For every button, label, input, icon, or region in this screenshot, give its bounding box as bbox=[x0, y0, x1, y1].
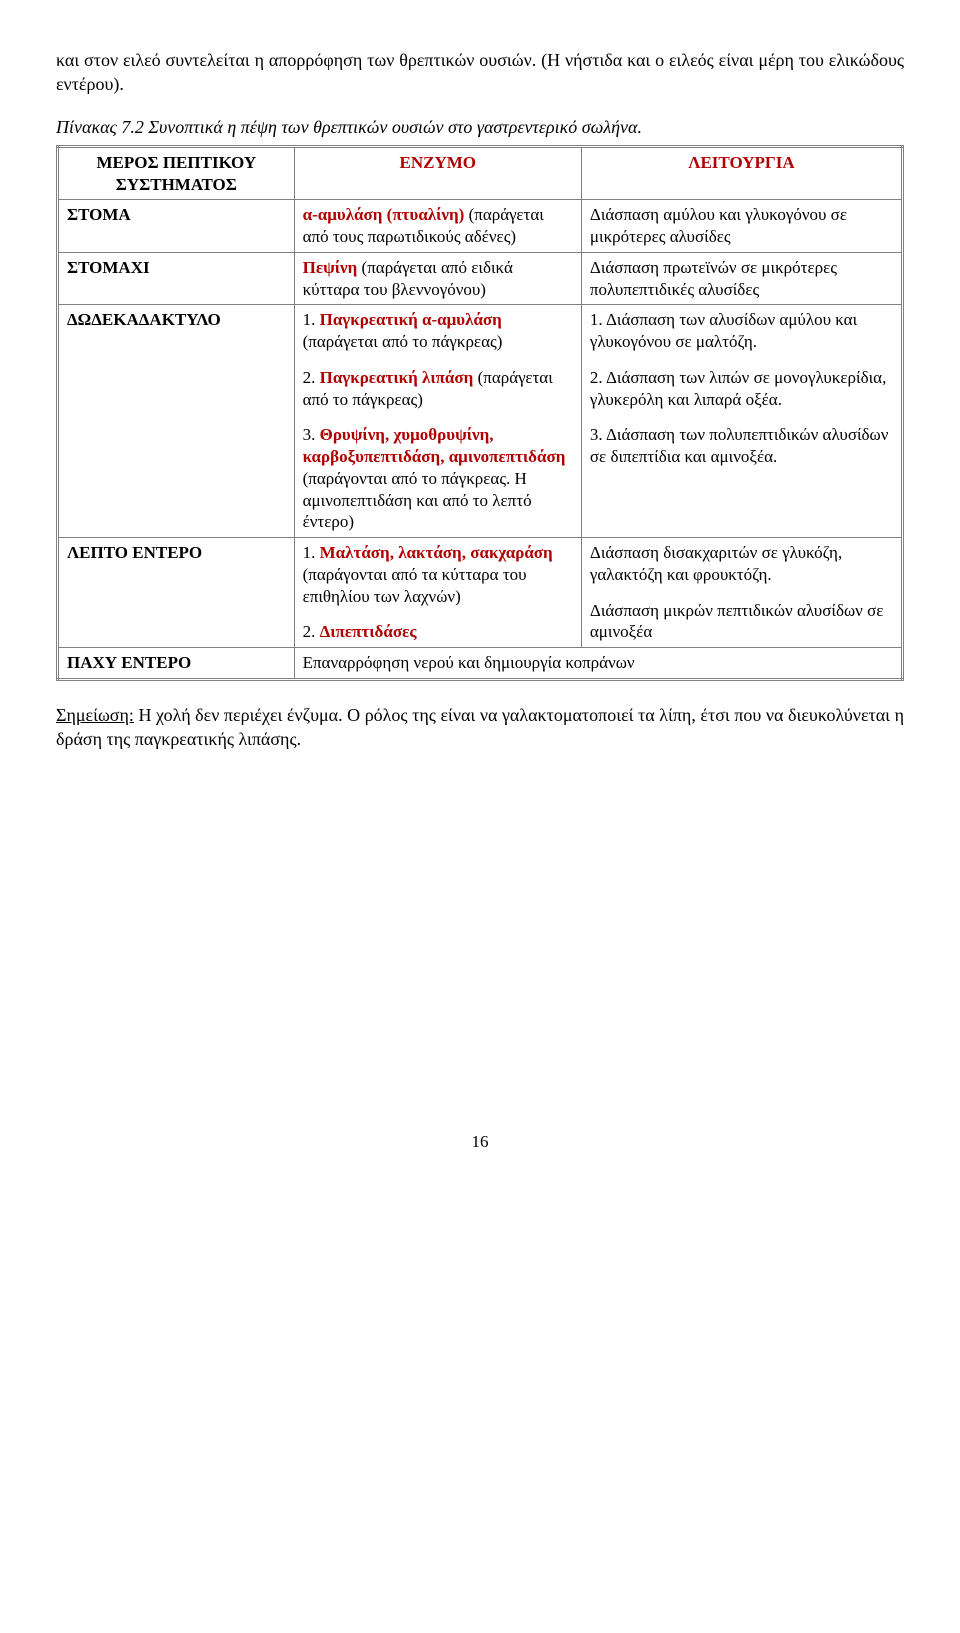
func-text: 2. Διάσπαση των λιπών σε μονογλυκερίδια,… bbox=[590, 367, 893, 411]
enzyme-name: Παγκρεατική λιπάση bbox=[320, 368, 474, 387]
part-dodeka: ΔΩΔΕΚΑΔΑΚΤΥΛΟ bbox=[58, 305, 295, 538]
func-text: Διάσπαση δισακχαριτών σε γλυκόζη, γαλακτ… bbox=[590, 542, 893, 586]
paxy-merged: Επαναρρόφηση νερού και δημιουργία κοπράν… bbox=[294, 648, 902, 680]
func-text: 1. Διάσπαση των αλυσίδων αμύλου και γλυκ… bbox=[590, 309, 893, 353]
enzyme-name: Παγκρεατική α-αμυλάση bbox=[320, 310, 502, 329]
part-paxy: ΠΑΧΥ ΕΝΤΕΡΟ bbox=[58, 648, 295, 680]
header-part-line2: ΣΥΣΤΗΜΑΤΟΣ bbox=[116, 175, 237, 194]
table-header-row: ΜΕΡΟΣ ΠΕΠΤΙΚΟΥ ΣΥΣΤΗΜΑΤΟΣ ΕΝΖΥΜΟ ΛΕΙΤΟΥΡ… bbox=[58, 146, 903, 200]
digestion-table: ΜΕΡΟΣ ΠΕΠΤΙΚΟΥ ΣΥΣΤΗΜΑΤΟΣ ΕΝΖΥΜΟ ΛΕΙΤΟΥΡ… bbox=[56, 145, 904, 681]
enzyme-num: 1. bbox=[303, 543, 320, 562]
enzyme-name: Μαλτάση, λακτάση, σακχαράση bbox=[320, 543, 553, 562]
func-lepto: Διάσπαση δισακχαριτών σε γλυκόζη, γαλακτ… bbox=[581, 538, 902, 648]
func-text: 3. Διάσπαση των πολυπεπτιδικών αλυσίδων … bbox=[590, 424, 893, 468]
page-number: 16 bbox=[56, 1131, 904, 1154]
part-stoma: ΣΤΟΜΑ bbox=[58, 200, 295, 253]
enzyme-num: 2. bbox=[303, 368, 320, 387]
enzyme-lepto: 1. Μαλτάση, λακτάση, σακχαράση (παράγοντ… bbox=[294, 538, 581, 648]
part-stomaxi: ΣΤΟΜΑΧΙ bbox=[58, 252, 295, 305]
table-row: ΣΤΟΜΑ α-αμυλάση (πτυαλίνη) (παράγεται απ… bbox=[58, 200, 903, 253]
table-row: ΠΑΧΥ ΕΝΤΕΡΟ Επαναρρόφηση νερού και δημιο… bbox=[58, 648, 903, 680]
enzyme-name: Πεψίνη bbox=[303, 258, 358, 277]
func-stoma: Διάσπαση αμύλου και γλυκογόνου σε μικρότ… bbox=[581, 200, 902, 253]
intro-paragraph: και στον ειλεό συντελείται η απορρόφηση … bbox=[56, 48, 904, 97]
table-row: ΣΤΟΜΑΧΙ Πεψίνη (παράγεται από ειδικά κύτ… bbox=[58, 252, 903, 305]
func-stomaxi: Διάσπαση πρωτεϊνών σε μικρότερες πολυπεπ… bbox=[581, 252, 902, 305]
part-lepto: ΛΕΠΤΟ ΕΝΤΕΡΟ bbox=[58, 538, 295, 648]
note-paragraph: Σημείωση: Η χολή δεν περιέχει ένζυμα. Ο … bbox=[56, 703, 904, 752]
enzyme-dodeka: 1. Παγκρεατική α-αμυλάση (παράγεται από … bbox=[294, 305, 581, 538]
header-enzyme: ΕΝΖΥΜΟ bbox=[294, 146, 581, 200]
enzyme-num: 2. bbox=[303, 622, 320, 641]
enzyme-stomaxi: Πεψίνη (παράγεται από ειδικά κύτταρα του… bbox=[294, 252, 581, 305]
enzyme-name: α-αμυλάση (πτυαλίνη) bbox=[303, 205, 465, 224]
header-part: ΜΕΡΟΣ ΠΕΠΤΙΚΟΥ ΣΥΣΤΗΜΑΤΟΣ bbox=[58, 146, 295, 200]
enzyme-source: (παράγονται από τα κύτταρα του επιθηλίου… bbox=[303, 565, 527, 606]
func-text: Διάσπαση μικρών πεπτιδικών αλυσίδων σε α… bbox=[590, 600, 893, 644]
table-row: ΔΩΔΕΚΑΔΑΚΤΥΛΟ 1. Παγκρεατική α-αμυλάση (… bbox=[58, 305, 903, 538]
enzyme-source: (παράγονται από το πάγ­κρεας. Η αμινοπεπ… bbox=[303, 469, 532, 532]
enzyme-num: 3. bbox=[303, 425, 320, 444]
note-label: Σημείωση: bbox=[56, 705, 134, 725]
note-text: Η χολή δεν περιέχει ένζυμα. Ο ρόλος της … bbox=[56, 705, 904, 749]
enzyme-name: Διπεπτιδάσες bbox=[320, 622, 417, 641]
enzyme-stoma: α-αμυλάση (πτυαλίνη) (παράγεται από τους… bbox=[294, 200, 581, 253]
table-row: ΛΕΠΤΟ ΕΝΤΕΡΟ 1. Μαλτάση, λακτάση, σακχαρ… bbox=[58, 538, 903, 648]
enzyme-source: (παράγεται από το πάγκρεας) bbox=[303, 332, 503, 351]
header-function: ΛΕΙΤΟΥΡΓΙΑ bbox=[581, 146, 902, 200]
func-dodeka: 1. Διάσπαση των αλυσίδων αμύλου και γλυκ… bbox=[581, 305, 902, 538]
table-caption: Πίνακας 7.2 Συνοπτικά η πέψη των θρεπτικ… bbox=[56, 115, 904, 139]
enzyme-num: 1. bbox=[303, 310, 320, 329]
header-part-line1: ΜΕΡΟΣ ΠΕΠΤΙΚΟΥ bbox=[96, 153, 256, 172]
enzyme-name: Θρυψίνη, χυμοθρυψί­νη, καρβοξυπεπτιδάση,… bbox=[303, 425, 566, 466]
